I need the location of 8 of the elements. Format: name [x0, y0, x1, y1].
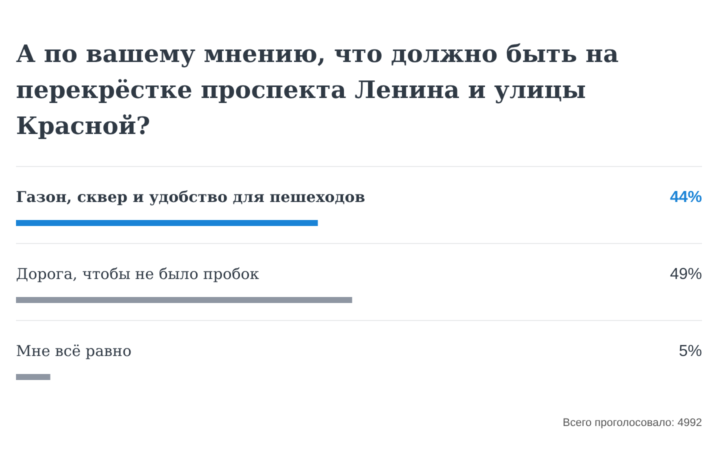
text: Всего проголосовало: 4992 — [562, 417, 702, 429]
y-tick-label: Газон, сквер и удобство для пешеходов — [16, 188, 366, 206]
y-tick-label: Мне всё равно — [16, 342, 132, 360]
y-tick-label: Дорога, чтобы не было пробок — [16, 265, 260, 283]
data-label: 5% — [678, 343, 702, 360]
chart-title: А по вашему мнению, что должно быть на перекрёстке проспекта Ленина и улицы Красной? — [16, 39, 619, 140]
data-label: 49% — [670, 266, 702, 283]
data-label: 44% — [670, 189, 702, 206]
